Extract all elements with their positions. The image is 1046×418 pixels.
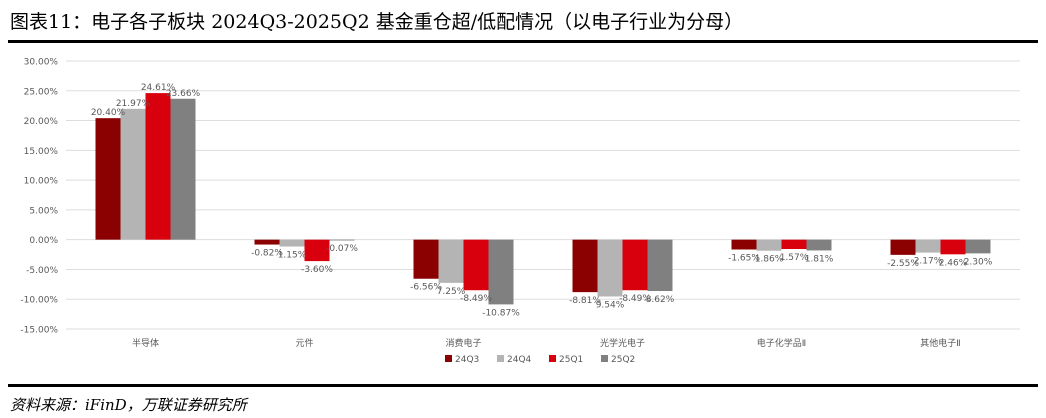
data-label: 2.46%: [939, 258, 968, 268]
y-tick-label: 10.00%: [24, 177, 59, 187]
bar: [806, 239, 832, 251]
legend-swatch: [549, 355, 556, 362]
data-label: 23.66%: [166, 89, 201, 99]
bar: [145, 93, 171, 240]
y-axis-ticks: 30.00% 25.00% 20.00% 15.00% 10.00% 5.00% 0.00%…: [20, 58, 58, 336]
bar: [120, 108, 146, 240]
bar: [781, 239, 807, 250]
data-label: 8.62%: [646, 295, 675, 305]
bar: [304, 239, 330, 262]
gridlines: [66, 60, 1020, 330]
data-label: -10.87%: [482, 308, 520, 318]
data-labels: 20.40%21.97% 24.61%23.66% -0.82%1.15% -3.60…: [91, 83, 993, 318]
legend-label: 25Q2: [611, 355, 635, 365]
bar: [254, 239, 280, 245]
bar: [329, 239, 355, 241]
data-label: -3.60%: [301, 265, 333, 275]
bar: [915, 239, 941, 253]
bar: [463, 239, 489, 291]
data-label: -6.56%: [410, 283, 442, 293]
bar: [940, 239, 966, 255]
bar: [756, 239, 782, 251]
y-tick-label: 15.00%: [24, 147, 59, 157]
bar: [731, 239, 757, 250]
data-label: -8.49%: [460, 294, 492, 304]
source-note: 资料来源：iFinD，万联证券研究所: [10, 396, 247, 414]
bar-chart: 30.00% 25.00% 20.00% 15.00% 10.00% 5.00% 0.00%…: [20, 58, 1020, 365]
bar: [438, 239, 464, 283]
legend-swatch: [445, 355, 452, 362]
y-tick-label: 25.00%: [24, 87, 59, 97]
bar: [965, 239, 991, 254]
x-category-label: 其他电子Ⅱ: [920, 337, 960, 349]
bars: [95, 93, 991, 305]
figure-title: 图表11：电子各子板块 2024Q3-2025Q2 基金重仓超/低配情况（以电子…: [10, 11, 744, 33]
y-tick-label: -10.00%: [20, 296, 58, 306]
x-category-label: 半导体: [132, 337, 159, 349]
y-tick-label: -5.00%: [26, 266, 58, 276]
top-rule: [8, 40, 1038, 43]
bottom-rule: [8, 384, 1038, 387]
data-label: -0.07%: [326, 244, 358, 254]
data-label: 1.81%: [805, 254, 834, 264]
data-label: -8.49%: [619, 294, 651, 304]
y-tick-label: 5.00%: [29, 206, 58, 216]
bar: [413, 239, 439, 279]
data-label: 24.61%: [141, 83, 176, 93]
bar: [279, 239, 305, 247]
bar: [597, 239, 623, 297]
data-label: 1.57%: [780, 253, 809, 263]
data-label: -1.65%: [728, 253, 760, 263]
legend-swatch: [601, 355, 608, 362]
x-category-label: 元件: [295, 337, 313, 349]
data-label: 2.30%: [964, 257, 993, 267]
data-label: 2.17%: [914, 257, 943, 267]
legend-label: 24Q4: [507, 355, 532, 365]
data-label: -8.81%: [569, 296, 601, 306]
bar: [572, 239, 598, 293]
data-label: 20.40%: [91, 108, 126, 118]
data-label: -0.82%: [251, 249, 283, 259]
legend: 24Q3 24Q4 25Q1 25Q2: [445, 355, 635, 365]
data-label: -2.55%: [887, 259, 919, 269]
data-label: 21.97%: [116, 99, 151, 109]
y-tick-label: 20.00%: [24, 117, 59, 127]
y-tick-label: 30.00%: [24, 58, 59, 68]
bar: [647, 239, 673, 292]
bar: [170, 98, 196, 240]
x-category-label: 光学光电子: [600, 337, 645, 349]
data-label: 1.15%: [278, 251, 307, 261]
y-tick-label: -15.00%: [20, 326, 58, 336]
legend-label: 24Q3: [455, 355, 479, 365]
x-category-label: 消费电子: [445, 337, 481, 349]
data-label: 1.86%: [755, 255, 784, 265]
legend-swatch: [497, 355, 504, 362]
data-label: 7.25%: [437, 287, 466, 297]
legend-label: 25Q1: [559, 355, 583, 365]
x-category-label: 电子化学品Ⅱ: [757, 337, 806, 349]
data-label: 9.54%: [596, 300, 625, 310]
x-axis-categories: 半导体 元件 消费电子 光学光电子 电子化学品Ⅱ 其他电子Ⅱ: [132, 337, 961, 349]
bar: [622, 239, 648, 291]
bar: [95, 118, 121, 240]
bar: [890, 239, 916, 255]
y-tick-label: 0.00%: [29, 236, 58, 246]
bar: [488, 239, 514, 305]
